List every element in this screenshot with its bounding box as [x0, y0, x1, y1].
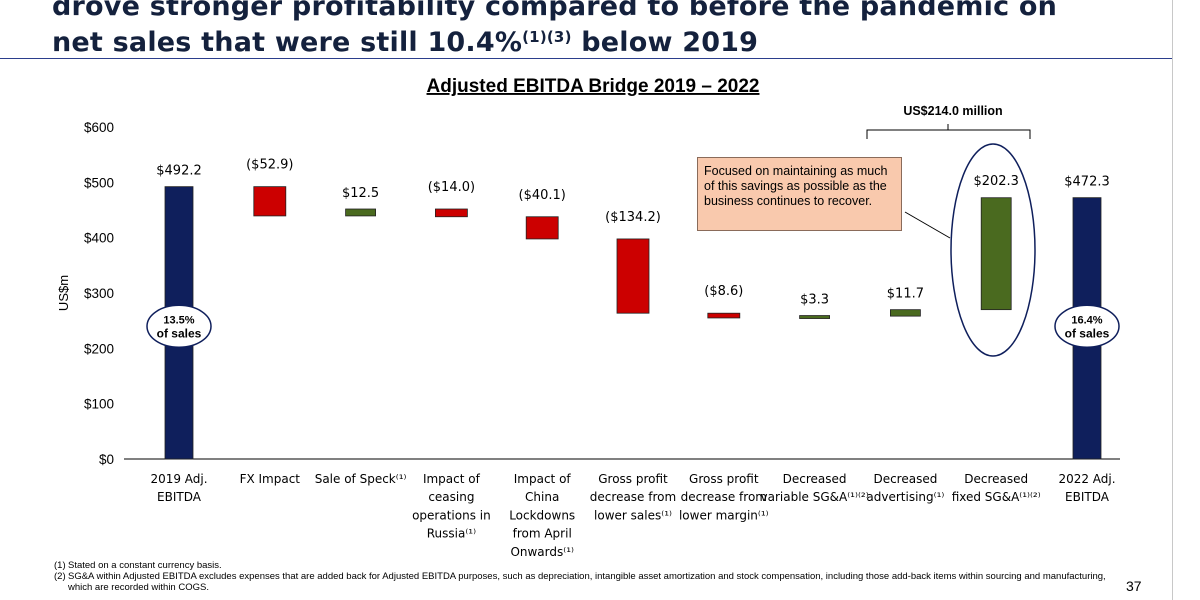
category-label-4-line-4: Onwards⁽¹⁾	[510, 545, 574, 559]
category-label-4-line-3: from April	[513, 527, 572, 541]
headline-line-2: net sales that were still 10.4%(1)(3) be…	[52, 22, 1172, 58]
value-label-4: ($40.1)	[519, 188, 566, 203]
category-label-5-line-1: decrease from	[590, 490, 676, 504]
value-labels-group: $492.2 ($52.9) $12.5 ($14.0) ($40.1) ($134.2)…	[156, 158, 1110, 308]
footnote-1: (1) Stated on a constant currency basis.	[54, 560, 1114, 571]
category-label-4-line-0: Impact of	[514, 472, 572, 486]
chart-title: Adjusted EBITDA Bridge 2019 – 2022	[427, 76, 760, 97]
category-label-4-line-2: Lockdowns	[509, 508, 575, 522]
category-label-3-line-3: Russia⁽¹⁾	[427, 527, 476, 541]
headline-line-2-text: net sales that were still 10.4%	[52, 27, 523, 58]
headline-line-1: drove stronger profitability compared to…	[52, 0, 1058, 22]
bracket-label: US$214.0 million	[903, 104, 1002, 118]
value-label-8: $11.7	[887, 287, 924, 302]
bracket-group: US$214.0 million	[866, 104, 1031, 139]
footnote-2: (2) SG&A within Adjusted EBITDA excludes …	[54, 571, 1114, 593]
category-label-5-line-2: lower sales⁽¹⁾	[594, 508, 672, 522]
y-tick-label: $100	[84, 397, 114, 412]
page-edge	[1172, 0, 1173, 600]
category-label-3-line-2: operations in	[412, 508, 491, 522]
bar-7	[799, 315, 830, 319]
category-label-9-line-0: Decreased	[964, 472, 1028, 486]
footnote-2-number: (2)	[54, 571, 66, 582]
value-label-6: ($8.6)	[704, 284, 743, 299]
footnote-1-number: (1)	[54, 560, 66, 571]
category-label-6-line-0: Gross profit	[689, 472, 759, 486]
y-tick-label: $400	[84, 231, 114, 246]
headline-line-2-end: below 2019	[571, 27, 759, 58]
footnote-2-text: SG&A within Adjusted EBITDA excludes exp…	[68, 571, 1106, 593]
bar-5	[616, 238, 650, 314]
y-tick-label: $500	[84, 175, 114, 190]
bracket-line	[866, 129, 1031, 139]
bar-6	[707, 312, 741, 319]
bar-1	[253, 186, 287, 217]
category-label-6-line-2: lower margin⁽¹⁾	[679, 508, 769, 522]
callout-connector	[904, 211, 951, 239]
bar-9	[980, 197, 1012, 311]
y-tick-label: $600	[84, 120, 114, 135]
y-axis-ticks: $0 $100 $200 $300 $400 $500 $600	[84, 120, 114, 467]
category-label-7-line-1: variable SG&A⁽¹⁾⁽²⁾	[761, 490, 869, 504]
bar-4	[525, 216, 559, 240]
value-label-0: $492.2	[156, 164, 202, 179]
y-axis-label: US$m	[56, 275, 71, 311]
headline: drove stronger profitability compared to…	[52, 0, 1172, 58]
category-label-7-line-0: Decreased	[783, 472, 847, 486]
sales-badge-0-line-0: 13.5%	[163, 314, 194, 326]
page-number: 37	[1126, 578, 1142, 594]
category-label-10-line-1: EBITDA	[1065, 490, 1110, 504]
sales-badge-1-line-1: of sales	[1065, 326, 1110, 340]
sales-badge-1	[1054, 304, 1120, 349]
bar-3	[434, 208, 468, 218]
callout-box: Focused on maintaining as much of this s…	[697, 157, 902, 231]
category-label-6-line-1: decrease from	[681, 490, 767, 504]
category-label-8-line-1: advertising⁽¹⁾	[866, 490, 944, 504]
y-tick-label: $0	[99, 452, 114, 467]
category-labels-group: 2019 Adj. EBITDA FX Impact Sale of Speck⁽¹⁾…	[150, 472, 1115, 559]
category-label-0-line-1: EBITDA	[157, 490, 202, 504]
category-label-9-line-1: fixed SG&A⁽¹⁾⁽²⁾	[952, 490, 1041, 504]
highlight-ellipse	[950, 143, 1036, 357]
value-label-1: ($52.9)	[246, 158, 293, 173]
header-rule	[0, 58, 1172, 59]
value-label-3: ($14.0)	[428, 180, 475, 195]
category-label-8-line-0: Decreased	[873, 472, 937, 486]
bar-2	[345, 208, 377, 217]
category-label-10-line-0: 2022 Adj.	[1058, 472, 1115, 486]
footnote-1-text: Stated on a constant currency basis.	[68, 560, 222, 571]
headline-superscript: (1)(3)	[522, 28, 572, 46]
category-label-4-line-1: China	[525, 490, 559, 504]
category-label-3-line-0: Impact of	[423, 472, 481, 486]
y-tick-label: $300	[84, 286, 114, 301]
bars-group	[164, 186, 1102, 460]
category-label-0-line-0: 2019 Adj.	[150, 472, 207, 486]
category-label-3-line-1: ceasing	[428, 490, 474, 504]
value-label-5: ($134.2)	[605, 210, 661, 225]
value-label-10: $472.3	[1064, 175, 1110, 190]
value-label-7: $3.3	[800, 293, 829, 308]
y-tick-label: $200	[84, 341, 114, 356]
value-label-9: $202.3	[973, 174, 1019, 189]
footnotes: (1) Stated on a constant currency basis. …	[54, 560, 1114, 593]
category-label-1-line-0: FX Impact	[240, 472, 301, 486]
bar-8	[890, 309, 921, 317]
category-label-5-line-0: Gross profit	[598, 472, 668, 486]
waterfall-chart: Adjusted EBITDA Bridge 2019 – 2022 US$m …	[56, 76, 1120, 559]
sales-badge-1-line-0: 16.4%	[1071, 314, 1102, 326]
value-label-2: $12.5	[342, 186, 379, 201]
sales-badge-0-line-1: of sales	[157, 326, 202, 340]
category-label-2-line-0: Sale of Speck⁽¹⁾	[315, 472, 407, 486]
sales-badge-0	[146, 304, 212, 349]
